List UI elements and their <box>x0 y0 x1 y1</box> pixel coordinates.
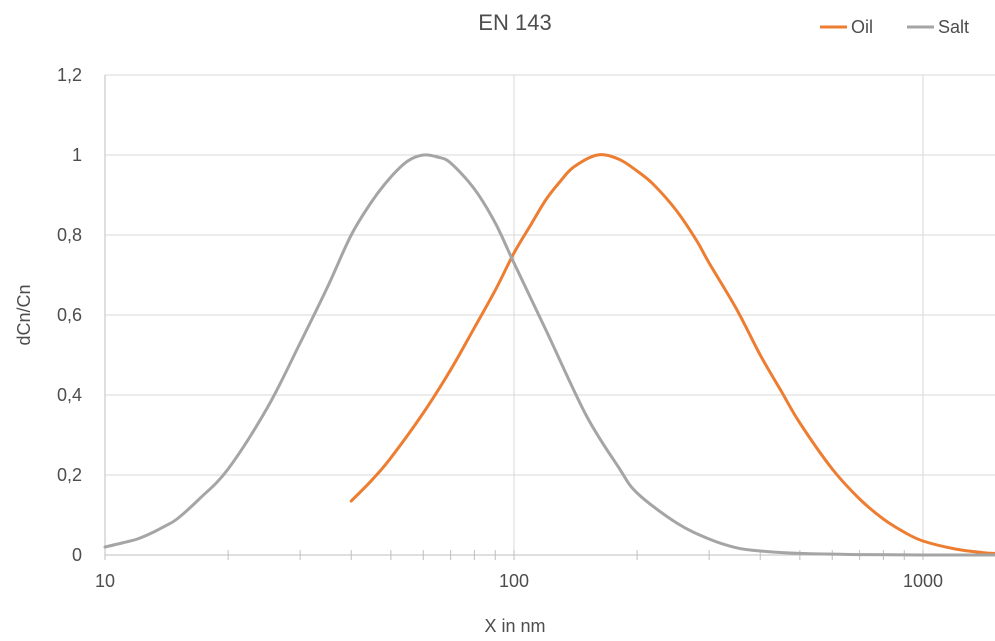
legend-label-oil: Oil <box>851 17 873 37</box>
y-tick-label: 1 <box>72 145 82 165</box>
series-group <box>103 153 995 557</box>
legend: Oil Salt <box>820 17 969 37</box>
y-tick-label: 0,2 <box>57 465 82 485</box>
gridlines <box>105 74 995 555</box>
y-axis-label: dCn/Cn <box>14 284 34 345</box>
y-tick-label: 0,8 <box>57 225 82 245</box>
legend-label-salt: Salt <box>938 17 969 37</box>
y-tick-label: 0 <box>72 545 82 565</box>
x-tick-label: 10 <box>95 571 115 591</box>
chart-title: EN 143 <box>478 10 551 35</box>
x-axis-label: X in nm <box>484 616 545 636</box>
x-tick-label: 1000 <box>903 571 943 591</box>
minor-ticks <box>104 550 924 560</box>
tick-labels: 10 100 1000 0 0,2 0,4 0,6 0,8 1 1,2 <box>57 65 943 591</box>
y-tick-label: 0,6 <box>57 305 82 325</box>
x-tick-label: 100 <box>499 571 529 591</box>
y-tick-label: 1,2 <box>57 65 82 85</box>
series-line-salt <box>103 153 995 557</box>
y-tick-label: 0,4 <box>57 385 82 405</box>
series-line-oil <box>349 153 995 555</box>
